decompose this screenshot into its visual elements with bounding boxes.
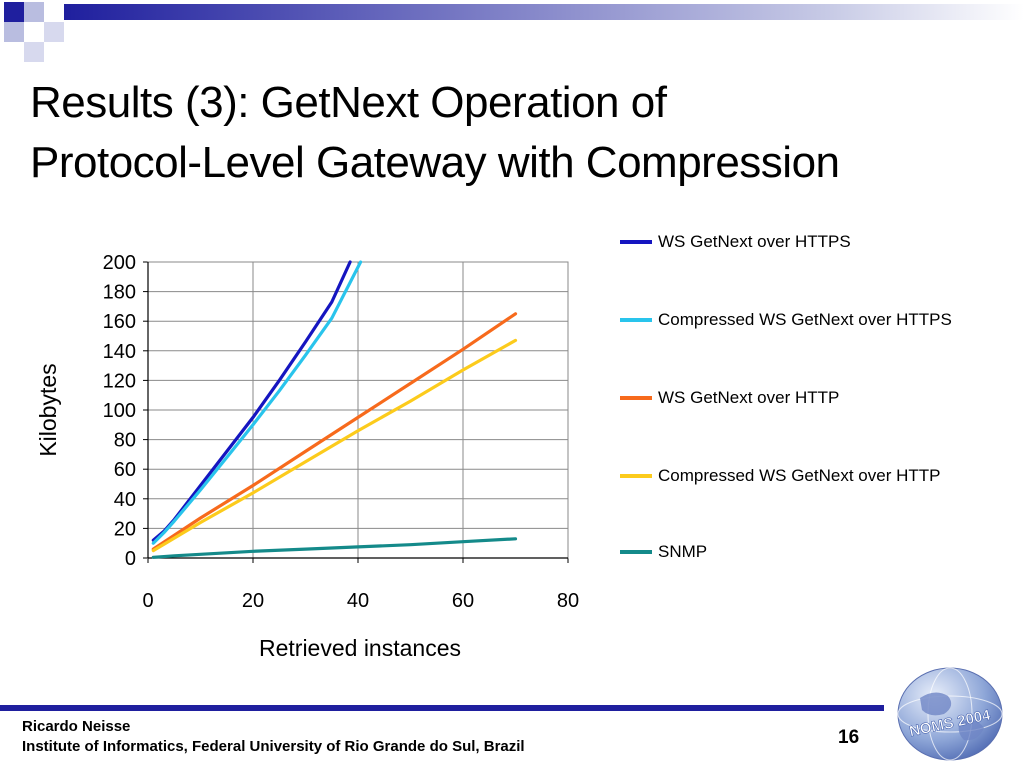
legend-label: WS GetNext over HTTP: [658, 388, 840, 407]
slide-title-line-1: Results (3): GetNext Operation of: [30, 78, 667, 127]
legend-label: Compressed WS GetNext over HTTP: [658, 466, 941, 485]
y-tick-label: 120: [103, 370, 136, 392]
x-tick-label: 20: [242, 590, 264, 612]
footer-divider: [0, 705, 884, 711]
x-tick-labels: 0 20 40 60 80: [142, 590, 579, 612]
series-line-4: [151, 338, 518, 553]
legend-swatch: [620, 318, 652, 322]
series-lines: [151, 260, 518, 559]
y-tick-labels: 0 20 40 60 80 100 120 140 160 180 200: [103, 252, 136, 570]
y-tick-label: 180: [103, 282, 136, 304]
legend-label: WS GetNext over HTTPS: [658, 232, 851, 251]
noms-globe-logo: NOMS 2004: [897, 667, 1003, 761]
plot-axes: [143, 261, 569, 563]
legend-swatch: [620, 396, 652, 400]
y-tick-label: 200: [103, 252, 136, 274]
y-tick-label: 100: [103, 400, 136, 422]
legend-entry: WS GetNext over HTTPS: [620, 230, 980, 254]
legend-swatch: [620, 550, 652, 554]
deco-squares: [4, 2, 1024, 62]
series-line-3: [151, 312, 518, 551]
y-tick-label: 20: [114, 518, 136, 540]
legend-entry: SNMP: [620, 540, 980, 564]
y-tick-label: 80: [114, 430, 136, 452]
legend-label: Compressed WS GetNext over HTTPS: [658, 310, 952, 329]
legend-entry: Compressed WS GetNext over HTTP: [620, 464, 980, 488]
chart: 0 20 40 60 80 100 120 140 160 180 200 0 20 40 60 80 Re…: [4, 2, 1024, 661]
legend-entry: WS GetNext over HTTP: [620, 386, 980, 410]
legend-swatch: [620, 474, 652, 478]
y-tick-label: 0: [125, 548, 136, 570]
page-number: 16: [838, 727, 860, 748]
legend-swatch: [620, 240, 652, 244]
series-line-2: [151, 260, 363, 545]
y-tick-label: 140: [103, 341, 136, 363]
x-tick-label: 60: [452, 590, 474, 612]
plot-grid: [147, 261, 569, 559]
x-axis-label: Retrieved instances: [259, 635, 461, 661]
legend-entry: Compressed WS GetNext over HTTPS: [620, 308, 980, 332]
y-tick-label: 40: [114, 489, 136, 511]
series-line-5: [151, 537, 518, 559]
x-tick-label: 80: [557, 590, 579, 612]
footer-author: Ricardo Neisse: [22, 718, 131, 735]
y-tick-label: 160: [103, 311, 136, 333]
y-axis-label: Kilobytes: [35, 363, 61, 456]
footer-institution: Institute of Informatics, Federal Univer…: [22, 738, 525, 755]
slide-title-line-2: Protocol-Level Gateway with Compression: [30, 138, 840, 187]
y-tick-label: 60: [114, 459, 136, 481]
x-tick-label: 0: [142, 590, 153, 612]
x-tick-label: 40: [347, 590, 369, 612]
legend-label: SNMP: [658, 542, 708, 561]
